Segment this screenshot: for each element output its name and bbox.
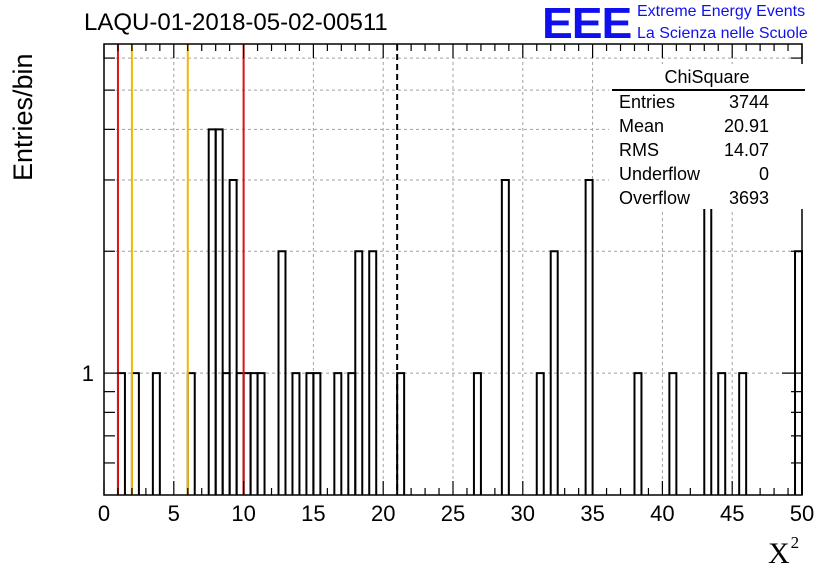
x-tick-label: 45 xyxy=(720,501,744,526)
logo-text-line2: La Scienza nelle Scuole xyxy=(637,25,808,42)
threshold-lines xyxy=(116,44,399,495)
stats-label: Entries xyxy=(619,92,676,112)
histogram-bin xyxy=(549,250,559,495)
stats-row-mean: Mean 20.91 xyxy=(619,116,769,140)
histogram-bin xyxy=(242,372,252,495)
histogram-bin xyxy=(396,372,406,495)
x-tick-label: 10 xyxy=(231,501,255,526)
stats-value: 3693 xyxy=(728,188,769,208)
histogram-bin xyxy=(354,250,364,495)
histogram-bin xyxy=(228,178,238,495)
x-tick-label: 40 xyxy=(650,501,674,526)
histogram-bin xyxy=(256,372,266,495)
stats-value: 20.91 xyxy=(723,116,769,136)
histogram-bin xyxy=(584,178,594,495)
histogram-bin xyxy=(277,250,287,495)
histogram-bin xyxy=(535,372,545,495)
histogram-bin xyxy=(291,372,301,495)
stats-label: Mean xyxy=(619,116,665,136)
histogram-bin xyxy=(703,178,713,495)
histogram-bin xyxy=(130,372,140,495)
histogram-bin xyxy=(249,372,259,495)
histogram-bin xyxy=(668,372,678,495)
histogram-bin xyxy=(221,372,231,495)
histogram-bin xyxy=(738,372,748,495)
stats-value: 3744 xyxy=(728,92,769,112)
y-tick-label: 1 xyxy=(82,361,94,386)
stats-title: ChiSquare xyxy=(664,67,750,87)
histogram-bin xyxy=(500,178,510,495)
histogram-bin xyxy=(347,372,357,495)
logo-text-line1: Extreme Energy Events xyxy=(637,3,806,20)
x-tick-label: 0 xyxy=(98,501,110,526)
x-axis-label-base: X xyxy=(768,537,790,570)
x-axis-label: X2 xyxy=(768,533,799,571)
eee-logo-mark: EEE xyxy=(542,0,632,48)
histogram-bin xyxy=(151,372,161,495)
stats-row-rms: RMS 14.07 xyxy=(619,140,769,164)
histogram-bin xyxy=(235,372,245,495)
stats-label: Overflow xyxy=(619,188,691,208)
x-tick-label: 25 xyxy=(441,501,465,526)
stats-label: RMS xyxy=(619,140,659,160)
x-axis-label-exponent: 2 xyxy=(790,533,800,552)
stats-value: 14.07 xyxy=(723,140,769,160)
stats-value: 0 xyxy=(758,164,769,184)
stats-box: ChiSquare Entries 3744 Mean 20.91 RMS 14… xyxy=(609,64,805,209)
x-tick-label: 30 xyxy=(511,501,535,526)
x-tick-label: 20 xyxy=(371,501,395,526)
histogram-bin xyxy=(633,372,643,495)
stats-label: Underflow xyxy=(619,164,701,184)
stats-row-entries: Entries 3744 xyxy=(619,92,769,116)
histogram-bin xyxy=(333,372,343,495)
axes: 0 5 10 15 20 25 30 35 40 45 50 1 xyxy=(82,43,814,526)
histogram-bin xyxy=(717,372,727,495)
histogram-bin xyxy=(214,128,224,495)
histogram-bin xyxy=(116,372,126,495)
stats-row-underflow: Underflow 0 xyxy=(619,164,769,188)
histogram-bin xyxy=(472,372,482,495)
x-tick-label: 50 xyxy=(790,501,814,526)
histogram-bin xyxy=(186,372,196,495)
histogram-bin xyxy=(305,372,315,495)
chart-title: LAQU-01-2018-05-02-00511 xyxy=(84,9,388,36)
histogram-bin xyxy=(312,372,322,495)
histogram-bin xyxy=(207,128,217,495)
stats-separator xyxy=(612,89,805,91)
x-tick-label: 35 xyxy=(580,501,604,526)
x-tick-label: 5 xyxy=(168,501,180,526)
stats-row-overflow: Overflow 3693 xyxy=(619,188,769,212)
x-tick-label: 15 xyxy=(301,501,325,526)
histogram-bin xyxy=(368,250,378,495)
